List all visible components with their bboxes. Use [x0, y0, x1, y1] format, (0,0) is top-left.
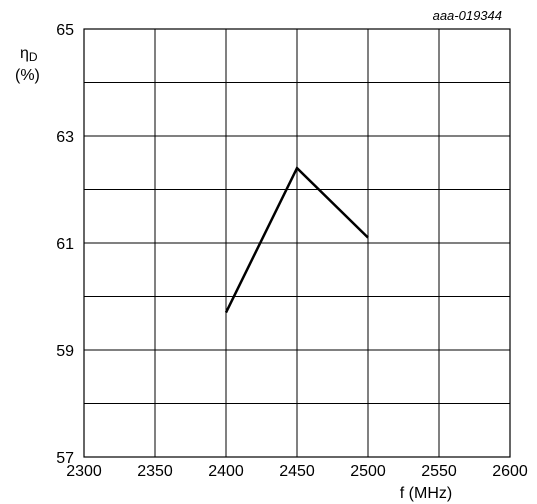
figure-code: aaa-019344	[433, 8, 502, 23]
y-axis-symbol: η	[20, 45, 29, 62]
y-tick-label: 61	[56, 236, 74, 253]
y-tick-label: 63	[56, 129, 74, 146]
tick-labels: 2300 2350 2400 2450 2500 2550 2600 57 59 61 63 65	[56, 22, 528, 480]
x-tick-label: 2350	[137, 463, 173, 480]
x-tick-label: 2400	[208, 463, 244, 480]
y-axis-unit: (%)	[15, 67, 40, 84]
x-tick-label: 2600	[492, 463, 528, 480]
y-tick-label: 65	[56, 22, 74, 39]
y-axis-subscript: D	[29, 50, 38, 64]
plot-frame	[83, 28, 511, 458]
x-axis-label: f (MHz)	[400, 485, 452, 502]
grid-lines	[83, 28, 511, 458]
y-tick-label: 57	[56, 450, 74, 467]
series-line	[224, 165, 369, 314]
series-layer	[224, 165, 369, 314]
x-tick-label: 2300	[66, 463, 102, 480]
x-tick-label: 2450	[279, 463, 315, 480]
y-axis-label: ηD	[20, 45, 38, 64]
y-tick-label: 59	[56, 343, 74, 360]
x-tick-label: 2550	[421, 463, 457, 480]
x-tick-label: 2500	[350, 463, 386, 480]
